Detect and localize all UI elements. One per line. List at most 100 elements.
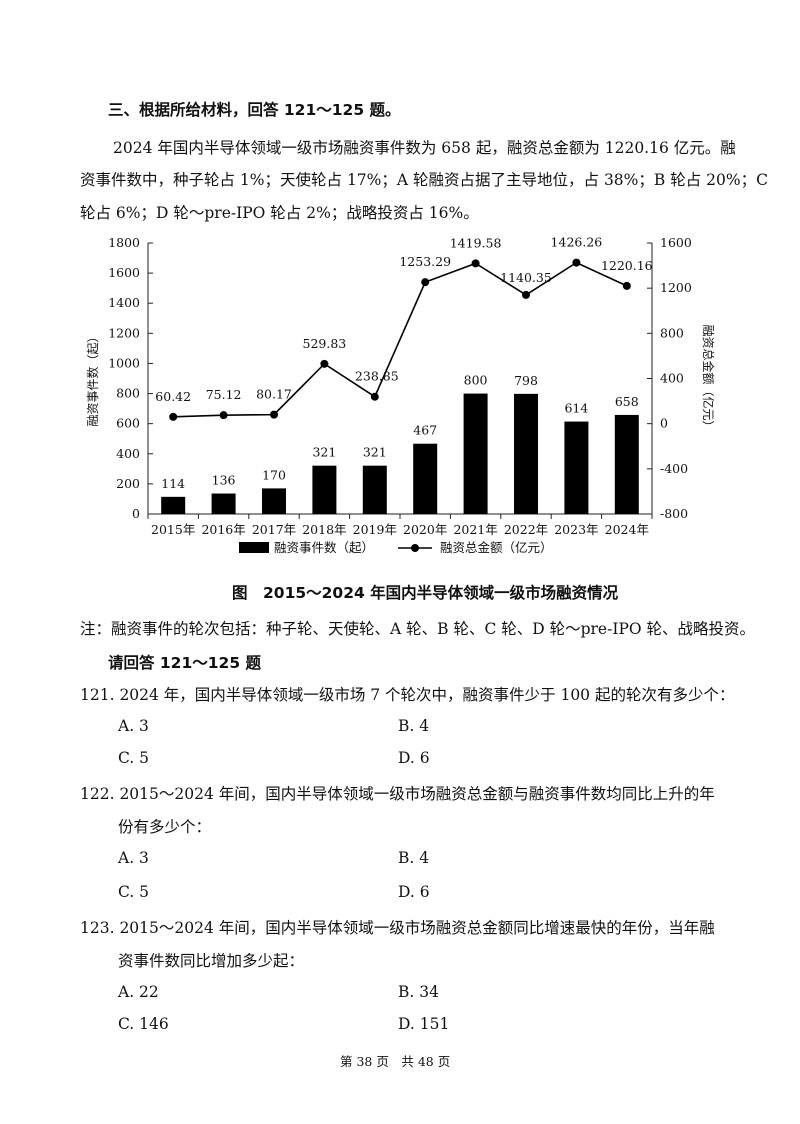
left-axis-tick-label: 1000 xyxy=(108,355,140,370)
line-value-label: 75.12 xyxy=(206,387,242,402)
q121-option-c[interactable]: C. 5 xyxy=(118,749,150,767)
line-point xyxy=(219,411,228,420)
figure-caption: 图 2015～2024 年国内半导体领域一级市场融资情况 xyxy=(232,584,619,602)
bar-value-label: 467 xyxy=(413,423,437,438)
legend-bar-swatch xyxy=(239,542,269,553)
left-axis-tick-label: 0 xyxy=(132,506,140,521)
bar-value-label: 614 xyxy=(564,401,588,416)
q122-option-a[interactable]: A. 3 xyxy=(118,849,149,867)
question-123-line-1: 123. 2015～2024 年间，国内半导体领域一级市场融资总金额同比增速最快… xyxy=(80,919,715,937)
q121-option-b[interactable]: B. 4 xyxy=(398,717,430,735)
bar-value-label: 798 xyxy=(514,373,538,388)
q121-option-a[interactable]: A. 3 xyxy=(118,717,149,735)
bar xyxy=(463,393,488,514)
bar xyxy=(362,465,387,514)
x-axis-tick-label: 2016年 xyxy=(201,522,245,537)
q122-option-c[interactable]: C. 5 xyxy=(118,883,150,901)
bar-value-label: 114 xyxy=(161,476,185,491)
line-value-label: 1140.35 xyxy=(500,270,552,285)
x-axis-tick-label: 2015年 xyxy=(151,522,195,537)
bar xyxy=(614,414,639,514)
bar-value-label: 800 xyxy=(464,373,488,388)
right-axis-tick-label: 800 xyxy=(660,325,684,340)
bar-value-label: 136 xyxy=(212,473,236,488)
line-point xyxy=(622,281,631,290)
line-point xyxy=(421,278,430,287)
right-axis-title: 融资总金额（亿元） xyxy=(701,324,716,432)
q123-option-c[interactable]: C. 146 xyxy=(118,1015,169,1033)
line-value-label: 238.85 xyxy=(355,369,399,384)
left-axis-tick-label: 1600 xyxy=(108,265,140,280)
line-value-label: 1220.16 xyxy=(601,258,653,273)
line-point xyxy=(572,258,581,267)
amount-line xyxy=(173,261,628,418)
question-122-line-1: 122. 2015～2024 年间，国内半导体领域一级市场融资总金额与融资事件数… xyxy=(80,785,715,803)
section-heading: 三、根据所给材料，回答 121～125 题。 xyxy=(108,101,401,119)
x-axis-tick-label: 2019年 xyxy=(353,522,397,537)
right-axis-tick-label: 400 xyxy=(660,371,684,386)
line-value-label: 529.83 xyxy=(303,336,347,351)
line-point xyxy=(169,412,178,421)
x-axis-tick-label: 2022年 xyxy=(504,522,548,537)
bar xyxy=(564,421,589,514)
line-value-label: 60.42 xyxy=(155,389,191,404)
q121-option-d[interactable]: D. 6 xyxy=(398,749,430,767)
line-value-label: 80.17 xyxy=(256,387,292,402)
line-point xyxy=(320,359,329,368)
figure-note: 注：融资事件的轮次包括：种子轮、天使轮、A 轮、B 轮、C 轮、D 轮～pre-… xyxy=(80,620,756,638)
q123-option-b[interactable]: B. 34 xyxy=(398,983,439,1001)
q122-option-d[interactable]: D. 6 xyxy=(398,883,430,901)
q122-option-b[interactable]: B. 4 xyxy=(398,849,430,867)
paragraph-line-1: 2024 年国内半导体领域一级市场融资事件数为 658 起，融资总金额为 122… xyxy=(113,139,736,157)
x-axis-tick-label: 2018年 xyxy=(302,522,346,537)
legend-bar-label: 融资事件数（起） xyxy=(274,540,374,555)
x-axis-tick-label: 2017年 xyxy=(252,522,296,537)
right-axis-tick-label: 0 xyxy=(660,416,668,431)
left-axis-tick-label: 1800 xyxy=(108,235,140,250)
paragraph-line-2: 资事件数中，种子轮占 1%；天使轮占 17%；A 轮融资占据了主导地位，占 38… xyxy=(80,171,768,189)
right-axis-tick-label: 1600 xyxy=(660,235,692,250)
q123-option-a[interactable]: A. 22 xyxy=(118,983,159,1001)
legend-line-label: 融资总金额（亿元） xyxy=(440,540,553,555)
question-121: 121. 2024 年，国内半导体领域一级市场 7 个轮次中，融资事件少于 10… xyxy=(80,686,735,704)
bar-value-label: 321 xyxy=(312,445,336,460)
left-axis-tick-label: 200 xyxy=(116,476,140,491)
x-axis-tick-label: 2020年 xyxy=(403,522,447,537)
line-value-label: 1419.58 xyxy=(450,235,502,250)
right-axis-tick-label: -800 xyxy=(660,506,688,521)
bar xyxy=(161,496,186,514)
left-axis-title: 融资事件数（起） xyxy=(85,330,100,426)
bar xyxy=(514,393,538,514)
question-123-line-2: 资事件数同比增加多少起： xyxy=(118,952,305,970)
x-axis-tick-label: 2023年 xyxy=(554,522,598,537)
bar-value-label: 658 xyxy=(615,394,639,409)
bar-value-label: 170 xyxy=(262,467,286,482)
paragraph-line-3: 轮占 6%；D 轮～pre-IPO 轮占 2%；战略投资占 16%。 xyxy=(80,204,479,222)
bar xyxy=(312,465,337,514)
bar-value-label: 321 xyxy=(363,445,387,460)
left-axis-tick-label: 1200 xyxy=(108,325,140,340)
page-footer: 第 38 页 共 48 页 xyxy=(340,1054,451,1069)
line-point xyxy=(270,410,278,419)
left-axis-tick-label: 1400 xyxy=(108,295,140,310)
x-axis-tick-label: 2021年 xyxy=(453,522,497,537)
line-value-label: 1253.29 xyxy=(399,254,451,269)
bar xyxy=(413,443,438,514)
x-axis-tick-label: 2024年 xyxy=(605,522,649,537)
financing-chart: 0 200 400 600 800 1000 1200 1400 1600 1800 -800 -40… xyxy=(85,235,716,555)
legend-line-marker xyxy=(411,544,419,552)
right-axis-tick-label: 1200 xyxy=(660,280,692,295)
line-point xyxy=(370,392,379,401)
question-122-line-2: 份有多少个： xyxy=(118,818,212,836)
left-axis-tick-label: 800 xyxy=(116,386,140,401)
line-value-label: 1426.26 xyxy=(551,235,603,250)
line-point xyxy=(471,259,480,268)
left-axis-tick-label: 400 xyxy=(116,446,140,461)
bar xyxy=(262,488,286,514)
questions-prompt: 请回答 121～125 题 xyxy=(108,654,262,672)
bar xyxy=(211,493,236,514)
line-point xyxy=(522,290,530,299)
left-axis-tick-label: 600 xyxy=(116,416,140,431)
right-axis-tick-label: -400 xyxy=(660,461,688,476)
q123-option-d[interactable]: D. 151 xyxy=(398,1015,450,1033)
